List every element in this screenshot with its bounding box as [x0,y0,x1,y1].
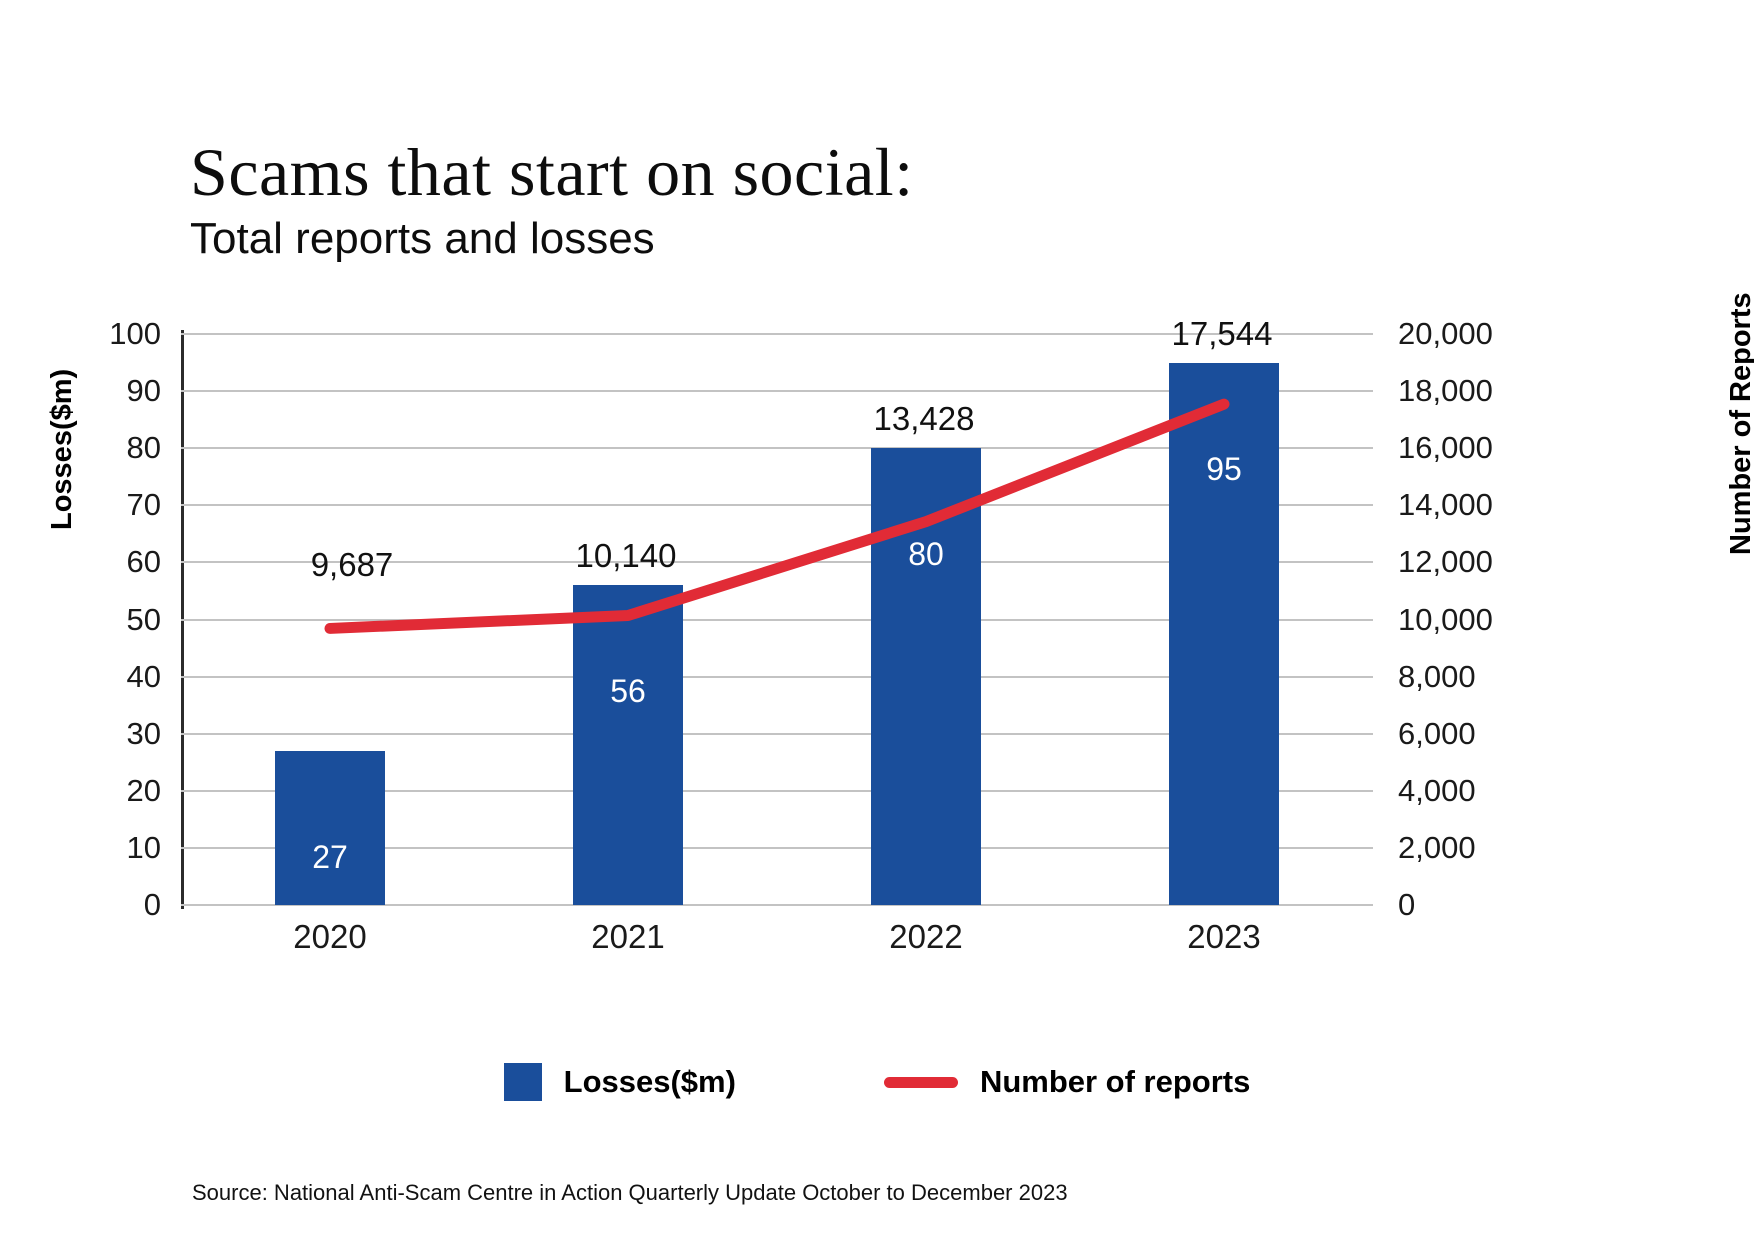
reports-line-path[interactable] [324,398,1230,634]
x-axis-tick-label: 2023 [1187,918,1261,955]
title-block: Scams that start on social: Total report… [190,138,1490,262]
page-subtitle: Total reports and losses [190,214,655,263]
gridline [181,618,1373,621]
y-axis-tick-label-right: 6,000 [1398,715,1476,751]
y-axis-tick-label-left: 80 [126,430,161,466]
x-axis-tick-label: 2021 [591,918,665,955]
y-axis-title-right: Number of Reports [1725,292,1754,555]
y-axis-tick-label-left: 70 [126,487,161,523]
page-title: Scams that start on social: [190,134,914,210]
y-axis-tick-label-right: 12,000 [1398,544,1493,580]
y-axis-tick-label-left: 100 [109,316,161,351]
source-note: Source: National Anti-Scam Centre in Act… [192,1180,1068,1205]
gridline [181,846,1373,849]
y-axis-tick-label-right: 14,000 [1398,487,1493,523]
line-value-label: 9,687 [310,546,394,584]
y-axis-tick-label-left: 60 [126,544,161,580]
bar-2023[interactable]: 95 [1169,362,1279,905]
x-axis-tick-label: 2022 [889,918,963,955]
y-axis-tick-label-right: 18,000 [1398,373,1493,409]
legend-item-reports[interactable]: Number of reports [883,1064,1251,1100]
bar-value-label: 80 [908,536,944,573]
y-axis-tick-label-left: 90 [126,373,161,409]
x-axis-tick-label: 2020 [293,918,367,955]
legend-item-losses[interactable]: Losses($m) [503,1063,736,1101]
gridline [181,732,1373,735]
legend-item-label: Losses($m) [563,1064,736,1099]
gridline [181,789,1373,792]
y-axis-tick-label-left: 10 [126,829,161,865]
gridline [181,675,1373,678]
legend-bar-swatch-icon [503,1063,542,1101]
bar-value-label: 95 [1206,450,1242,487]
bar-2020[interactable]: 27 [275,750,385,905]
y-axis-tick-label-right: 8,000 [1398,658,1476,694]
gridline [181,904,1373,906]
y-axis-tick-label-right: 20,000 [1398,316,1493,351]
y-axis-tick-label-right: 4,000 [1398,772,1476,808]
legend-item-label: Number of reports [979,1064,1251,1099]
y-axis-tick-label-left: 0 [143,887,161,922]
gridline [181,333,1373,335]
y-axis-tick-label-right: 10,000 [1398,601,1493,637]
y-axis-tick-label-right: 16,000 [1398,430,1493,466]
y-axis-tick-label-right: 0 [1398,887,1416,922]
line-value-label: 10,140 [575,537,677,575]
y-axis-ticks-right: 0 2,000 4,000 6,000 8,000 10,000 12,000 14,000 1… [1398,316,1568,922]
y-axis-tick-label-left: 30 [126,715,161,751]
chart-legend: Losses($m) Number of reports [0,1063,1754,1101]
bar-2021[interactable]: 56 [573,585,683,905]
gridline [181,390,1373,393]
y-axis-tick-label-left: 20 [126,772,161,808]
gridline [181,447,1373,450]
y-axis-tick-label-left: 40 [126,658,161,694]
y-axis-ticks-left: 0 10 20 30 40 50 60 70 80 90 100 [25,316,161,922]
legend-line-swatch-icon [883,1076,958,1088]
reports-line-series [324,398,1230,634]
gridline [181,561,1373,564]
line-value-label: 17,544 [1171,314,1273,352]
x-axis-ticks: 2020 2021 2022 2023 [181,918,1373,968]
y-axis-tick-label-right: 2,000 [1398,829,1476,865]
line-value-label: 13,428 [873,400,975,438]
gridline [181,504,1373,507]
bar-value-label: 27 [312,838,348,875]
bar-value-label: 56 [610,673,646,710]
y-axis-tick-label-left: 50 [126,601,161,637]
